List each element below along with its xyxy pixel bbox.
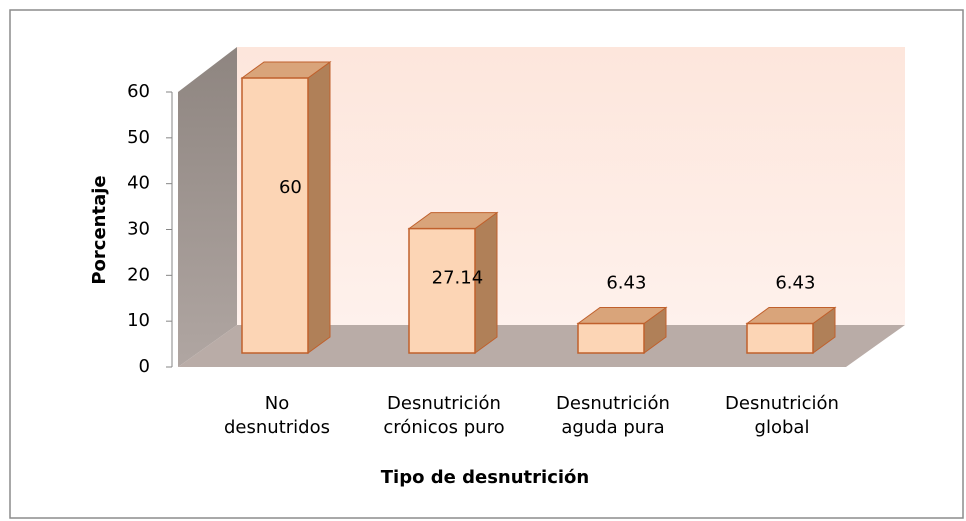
data-label: 6.43 <box>606 273 646 294</box>
data-label: 27.14 <box>432 267 484 288</box>
bar <box>577 322 645 354</box>
data-label: 6.43 <box>775 273 815 294</box>
side-wall <box>178 47 237 367</box>
y-tick-label: 30 <box>127 219 150 240</box>
x-tick-label: Desnutrición aguda pura <box>556 393 670 438</box>
data-label: 60 <box>279 177 302 198</box>
x-tick-label: Desnutrición global <box>725 393 839 438</box>
bar-side <box>307 61 331 354</box>
x-tick-label: No desnutridos <box>224 393 330 438</box>
y-tick-label: 10 <box>127 310 150 331</box>
bar <box>746 322 814 354</box>
y-tick-label: 20 <box>127 264 150 285</box>
x-axis-title: Tipo de desnutrición <box>381 467 589 488</box>
y-tick-label: 50 <box>127 127 150 148</box>
x-tick-label: Desnutrición crónicos puro <box>383 393 505 438</box>
back-wall <box>237 47 905 325</box>
y-tick-label: 60 <box>127 81 150 102</box>
bar <box>241 77 309 354</box>
y-axis-title: Porcentaje <box>89 175 110 284</box>
bar <box>408 227 476 354</box>
y-tick-label: 40 <box>127 173 150 194</box>
floor <box>178 325 905 367</box>
y-tick-label: 0 <box>139 356 150 377</box>
